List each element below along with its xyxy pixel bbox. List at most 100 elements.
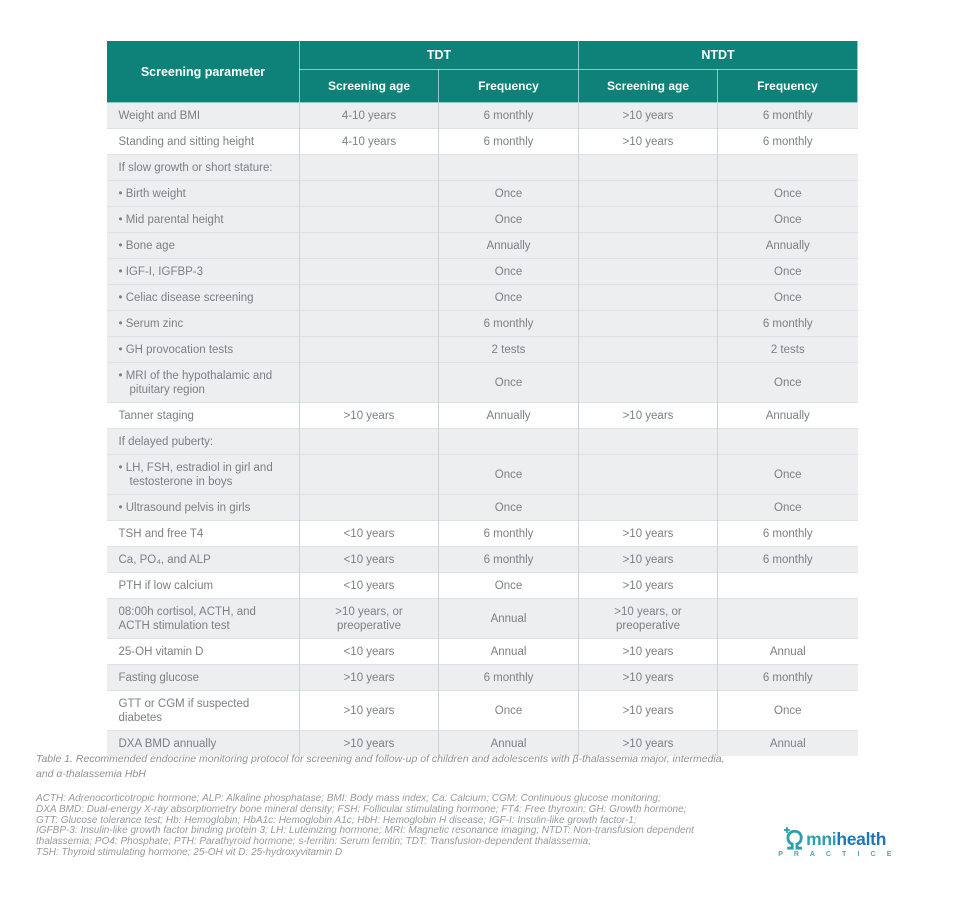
cell-ntdt-age — [578, 180, 718, 207]
cell-tdt-freq: Once — [438, 180, 579, 207]
cell-ntdt-age: >10 years — [578, 402, 718, 429]
cell-tdt-age — [299, 494, 439, 521]
header-group-ntdt: NTDT — [577, 40, 859, 70]
omnihealth-practice-logo: mni health P R A C T I C E — [774, 827, 896, 858]
cell-parameter: • Serum zinc — [106, 310, 300, 337]
cell-parameter: 25-OH vitamin D — [106, 638, 300, 665]
cell-ntdt-freq: Annually — [716, 232, 858, 259]
cell-ntdt-freq: Once — [716, 206, 858, 233]
cell-ntdt-freq: 6 monthly — [716, 310, 858, 337]
table-row: • GH provocation tests 2 tests 2 tests — [106, 336, 858, 363]
cell-tdt-freq — [438, 428, 579, 455]
abbreviations-note: ACTH: Adrenocorticotropic hormone; ALP: … — [36, 793, 694, 859]
omega-plus-icon — [784, 827, 803, 850]
abbreviations-line: DXA BMD: Dual-energy X-ray absorptiometr… — [36, 803, 687, 815]
cell-ntdt-freq: Once — [716, 284, 858, 311]
cell-tdt-age — [299, 362, 439, 403]
header-ntdt-screening-age: Screening age — [578, 69, 718, 103]
cell-tdt-age — [299, 310, 439, 337]
cell-tdt-freq: Annual — [438, 730, 579, 756]
cell-ntdt-freq: 6 monthly — [716, 664, 858, 691]
table-row: PTH if low calcium <10 years Once >10 ye… — [106, 572, 858, 599]
cell-ntdt-age: >10 years — [578, 546, 718, 573]
table-row: Fasting glucose >10 years 6 monthly >10 … — [106, 664, 858, 691]
table-row: Ca, PO₄, and ALP <10 years 6 monthly >10… — [106, 546, 858, 573]
cell-tdt-freq: Annual — [438, 638, 579, 665]
cell-parameter: If delayed puberty: — [106, 428, 300, 455]
cell-ntdt-age — [578, 494, 718, 521]
abbreviations-line: IGFBP-3: Insulin-like growth factor bind… — [36, 825, 694, 837]
cell-parameter: TSH and free T4 — [106, 520, 300, 547]
table-row: Weight and BMI 4-10 years 6 monthly >10 … — [106, 102, 858, 129]
cell-ntdt-age: >10 years, or preoperative — [578, 598, 718, 639]
cell-ntdt-freq: Once — [716, 258, 858, 285]
cell-tdt-freq: Once — [438, 690, 579, 731]
cell-tdt-age — [299, 428, 439, 455]
cell-ntdt-freq — [716, 572, 858, 599]
cell-tdt-age: >10 years — [299, 730, 439, 756]
table-row: • Bone age Annually Annually — [106, 232, 858, 259]
table-row: GTT or CGM if suspected diabetes >10 yea… — [106, 690, 858, 731]
cell-ntdt-age — [578, 310, 718, 337]
screening-table: Screening parameter TDT NTDT Screening a… — [106, 40, 859, 756]
cell-ntdt-freq: 6 monthly — [716, 520, 858, 547]
table-row: If delayed puberty: — [106, 428, 858, 455]
abbreviations-line: GTT: Glucose tolerance test; Hb: Hemoglo… — [36, 814, 637, 826]
table-row: • Birth weight Once Once — [106, 180, 858, 207]
header-sub-row: Screening age Frequency Screening age Fr… — [107, 69, 859, 103]
logo-wordmark: mni health — [774, 827, 896, 850]
cell-ntdt-freq: Once — [716, 690, 858, 731]
cell-parameter: • GH provocation tests — [106, 336, 300, 363]
table-caption: Table 1. Recommended endocrine monitorin… — [36, 752, 724, 782]
cell-ntdt-age: >10 years — [578, 690, 718, 731]
cell-tdt-freq: Once — [438, 284, 579, 311]
cell-tdt-freq — [438, 154, 579, 181]
cell-parameter: DXA BMD annually — [106, 730, 300, 756]
cell-ntdt-freq: Annual — [716, 638, 858, 665]
cell-ntdt-freq: Annual — [716, 730, 858, 756]
cell-parameter: • Ultrasound pelvis in girls — [106, 494, 300, 521]
header-group-row: Screening parameter TDT NTDT — [106, 40, 859, 103]
cell-ntdt-freq: Annually — [716, 402, 858, 429]
cell-tdt-freq: 6 monthly — [438, 546, 579, 573]
cell-ntdt-freq: 6 monthly — [716, 128, 858, 155]
table-row: • Ultrasound pelvis in girls Once Once — [106, 494, 858, 521]
cell-parameter: Ca, PO₄, and ALP — [106, 546, 300, 573]
cell-tdt-freq: 6 monthly — [438, 664, 579, 691]
cell-ntdt-freq: Once — [716, 362, 858, 403]
table-row: DXA BMD annually >10 years Annual >10 ye… — [106, 730, 858, 756]
table-row: • Mid parental height Once Once — [106, 206, 858, 233]
cell-ntdt-age — [578, 232, 718, 259]
logo-text-practice: P R A C T I C E — [778, 851, 896, 858]
table-row: 08:00h cortisol, ACTH, and ACTH stimulat… — [106, 598, 858, 639]
cell-ntdt-freq: Once — [716, 180, 858, 207]
cell-ntdt-freq: 6 monthly — [716, 102, 858, 129]
cell-tdt-freq: 6 monthly — [438, 128, 579, 155]
cell-ntdt-age: >10 years — [578, 128, 718, 155]
cell-ntdt-age: >10 years — [578, 638, 718, 665]
table-caption-line1: Table 1. Recommended endocrine monitorin… — [36, 753, 725, 765]
cell-tdt-freq: 6 monthly — [438, 102, 579, 129]
cell-tdt-freq: Once — [438, 494, 579, 521]
header-tdt-screening-age: Screening age — [299, 69, 439, 103]
table-row: Tanner staging >10 years Annually >10 ye… — [106, 402, 858, 429]
cell-tdt-freq: Once — [438, 454, 579, 495]
cell-parameter: • Mid parental height — [106, 206, 300, 233]
header-tdt-frequency: Frequency — [438, 69, 579, 103]
cell-parameter: • Birth weight — [106, 180, 300, 207]
table-row: Standing and sitting height 4-10 years 6… — [106, 128, 858, 155]
cell-tdt-freq: 6 monthly — [438, 520, 579, 547]
cell-ntdt-age: >10 years — [578, 102, 718, 129]
cell-parameter: • LH, FSH, estradiol in girl and testost… — [106, 454, 300, 495]
cell-tdt-age — [299, 284, 439, 311]
cell-parameter: • IGF-I, IGFBP-3 — [106, 258, 300, 285]
cell-ntdt-age — [578, 284, 718, 311]
cell-parameter: Tanner staging — [106, 402, 300, 429]
table-row: • Serum zinc 6 monthly 6 monthly — [106, 310, 858, 337]
cell-tdt-freq: Once — [438, 258, 579, 285]
cell-ntdt-age — [578, 258, 718, 285]
table-row: If slow growth or short stature: — [106, 154, 858, 181]
cell-tdt-age: 4-10 years — [299, 102, 439, 129]
cell-tdt-age — [299, 232, 439, 259]
cell-parameter: If slow growth or short stature: — [106, 154, 300, 181]
